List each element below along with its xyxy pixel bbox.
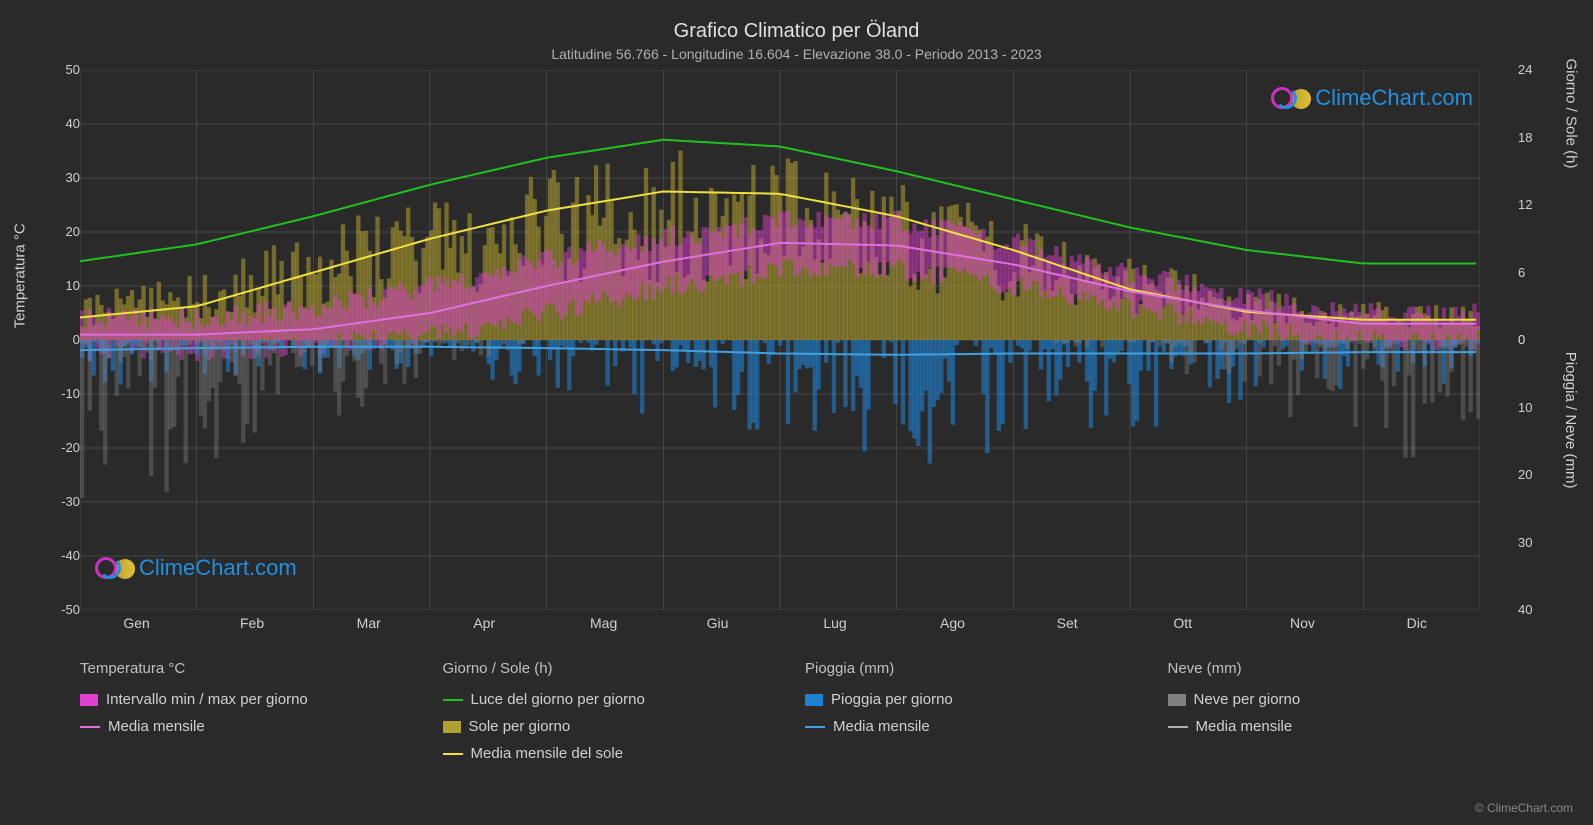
month-label: Mag — [590, 615, 617, 631]
logo-text: ClimeChart.com — [139, 555, 297, 581]
month-label: Gen — [123, 615, 149, 631]
ytick-left: 20 — [66, 224, 80, 239]
legend-label: Intervallo min / max per giorno — [106, 691, 308, 708]
month-label: Ago — [940, 615, 965, 631]
legend-rain: Pioggia (mm) Pioggia per giorno Media me… — [805, 660, 1118, 762]
month-label: Set — [1057, 615, 1078, 631]
ytick-left: 30 — [66, 170, 80, 185]
logo-top: ClimeChart.com — [1271, 85, 1473, 111]
legend-header: Neve (mm) — [1168, 660, 1481, 677]
legend-label: Media mensile — [833, 718, 930, 735]
ytick-left: 10 — [66, 278, 80, 293]
logo-bottom: ClimeChart.com — [95, 555, 297, 581]
y-axis-right-bottom-ticks: 010203040 — [1518, 340, 1548, 610]
legend-header: Pioggia (mm) — [805, 660, 1118, 677]
legend-label: Luce del giorno per giorno — [471, 691, 645, 708]
y-axis-right-bottom-label: Pioggia / Neve (mm) — [1563, 352, 1580, 489]
legend-item-sun: Sole per giorno — [443, 718, 756, 735]
legend-sun: Giorno / Sole (h) Luce del giorno per gi… — [443, 660, 756, 762]
ytick-left: 0 — [73, 332, 80, 347]
ytick-left: -50 — [61, 602, 80, 617]
month-label: Lug — [823, 615, 846, 631]
month-label: Apr — [473, 615, 495, 631]
y-axis-right-top-ticks: 06121824 — [1518, 70, 1548, 340]
ytick-right-top: 24 — [1518, 62, 1532, 77]
copyright: © ClimeChart.com — [1475, 801, 1573, 815]
legend-item-snow-daily: Neve per giorno — [1168, 691, 1481, 708]
ytick-right-bottom: 0 — [1518, 332, 1525, 347]
chart-subtitle: Latitudine 56.766 - Longitudine 16.604 -… — [0, 46, 1593, 62]
month-label: Mar — [357, 615, 381, 631]
legend-item-rain-mean: Media mensile — [805, 718, 1118, 735]
ytick-right-bottom: 10 — [1518, 400, 1532, 415]
legend-label: Media mensile — [1196, 718, 1293, 735]
ytick-right-bottom: 20 — [1518, 467, 1532, 482]
legend-item-snow-mean: Media mensile — [1168, 718, 1481, 735]
legend-item-sun-mean: Media mensile del sole — [443, 745, 756, 762]
y-axis-right-top-label: Giorno / Sole (h) — [1563, 58, 1580, 168]
month-label: Feb — [240, 615, 264, 631]
ytick-right-bottom: 30 — [1518, 535, 1532, 550]
ytick-left: 40 — [66, 116, 80, 131]
chart-title: Grafico Climatico per Öland — [0, 20, 1593, 43]
ytick-left: -10 — [61, 386, 80, 401]
y-axis-left-label: Temperatura °C — [12, 223, 29, 328]
legend-label: Pioggia per giorno — [831, 691, 953, 708]
logo-icon — [1271, 85, 1311, 111]
logo-text: ClimeChart.com — [1315, 85, 1473, 111]
x-axis-ticks: Gen Feb Mar Apr Mag Giu Lug Ago Set Ott Nov Dic — [80, 615, 1480, 635]
ytick-right-bottom: 40 — [1518, 602, 1532, 617]
month-label: Nov — [1290, 615, 1315, 631]
legend-item-temp-mean: Media mensile — [80, 718, 393, 735]
legend-label: Media mensile del sole — [471, 745, 624, 762]
y-axis-left-ticks: -50-40-30-20-1001020304050 — [45, 70, 80, 610]
ytick-left: -40 — [61, 548, 80, 563]
legend-label: Neve per giorno — [1194, 691, 1301, 708]
ytick-right-top: 12 — [1518, 197, 1532, 212]
month-label: Dic — [1407, 615, 1427, 631]
legend-header: Temperatura °C — [80, 660, 393, 677]
legend-temperature: Temperatura °C Intervallo min / max per … — [80, 660, 393, 762]
ytick-right-top: 6 — [1518, 265, 1525, 280]
chart-plot-area — [80, 70, 1480, 610]
legend-label: Sole per giorno — [469, 718, 571, 735]
legend-item-daylight: Luce del giorno per giorno — [443, 691, 756, 708]
logo-icon — [95, 555, 135, 581]
month-label: Ott — [1173, 615, 1192, 631]
ytick-left: -30 — [61, 494, 80, 509]
legend: Temperatura °C Intervallo min / max per … — [80, 660, 1480, 762]
ytick-left: 50 — [66, 62, 80, 77]
ytick-left: -20 — [61, 440, 80, 455]
legend-label: Media mensile — [108, 718, 205, 735]
ytick-right-top: 18 — [1518, 130, 1532, 145]
legend-snow: Neve (mm) Neve per giorno Media mensile — [1168, 660, 1481, 762]
month-label: Giu — [707, 615, 729, 631]
legend-item-rain-daily: Pioggia per giorno — [805, 691, 1118, 708]
legend-header: Giorno / Sole (h) — [443, 660, 756, 677]
legend-item-temp-range: Intervallo min / max per giorno — [80, 691, 393, 708]
